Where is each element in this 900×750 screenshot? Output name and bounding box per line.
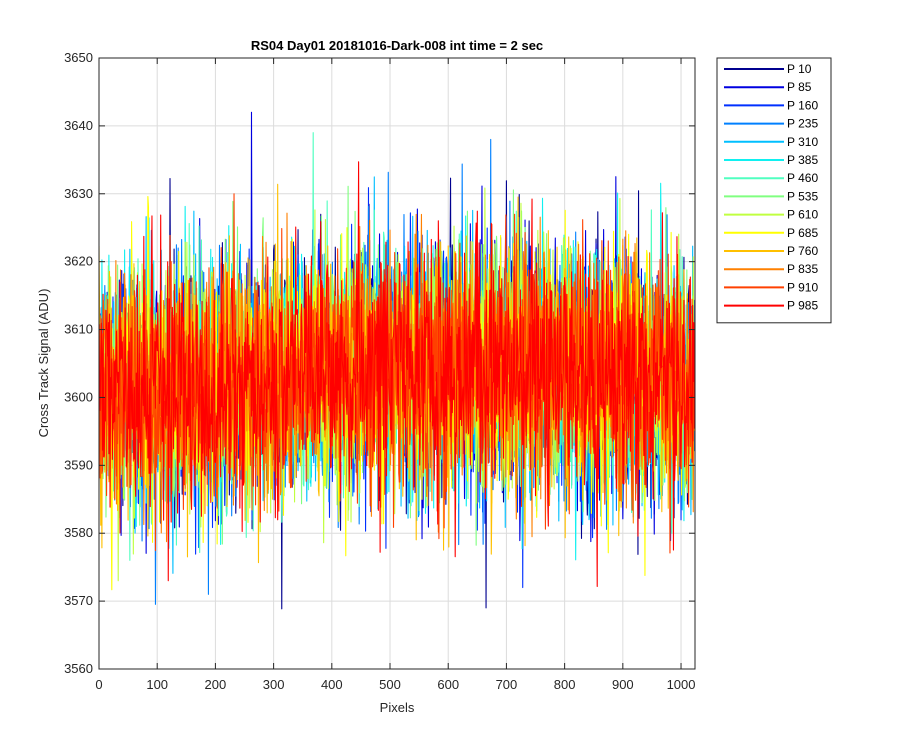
legend-label: P 910: [787, 280, 818, 294]
legend-label: P 685: [787, 226, 818, 240]
legend-label: P 160: [787, 98, 818, 112]
x-tick-label: 300: [263, 677, 285, 692]
series-line: [99, 161, 695, 588]
chart-title: RS04 Day01 20181016-Dark-008 int time = …: [251, 38, 543, 53]
x-tick-label: 900: [612, 677, 634, 692]
x-tick-label: 400: [321, 677, 343, 692]
legend-label: P 985: [787, 299, 818, 313]
x-tick-label: 0: [95, 677, 102, 692]
plot-frame: [98, 57, 696, 670]
ticks: 0 100 200 300 400 500 600 700 800 900 1000 3560 3570…: [64, 50, 695, 692]
legend-label: P 10: [787, 62, 812, 76]
x-tick-label: 600: [437, 677, 459, 692]
y-tick-label: 3580: [64, 525, 93, 540]
legend-label: P 385: [787, 153, 818, 167]
x-tick-label: 800: [554, 677, 576, 692]
legend-label: P 235: [787, 117, 818, 131]
legend-label: P 760: [787, 244, 818, 258]
legend-label: P 460: [787, 171, 818, 185]
x-tick-label: 500: [379, 677, 401, 692]
x-axis-label: Pixels: [380, 700, 415, 715]
legend-label: P 310: [787, 135, 818, 149]
legend-label: P 835: [787, 262, 818, 276]
y-tick-label: 3650: [64, 50, 93, 65]
x-tick-label: 1000: [667, 677, 696, 692]
y-tick-label: 3600: [64, 389, 93, 404]
legend-box: [716, 57, 832, 324]
y-tick-label: 3560: [64, 661, 93, 676]
y-tick-label: 3640: [64, 118, 93, 133]
legend-label: P 535: [787, 189, 818, 203]
legend-label: P 610: [787, 208, 818, 222]
legend-label: P 85: [787, 80, 812, 94]
y-tick-label: 3620: [64, 254, 93, 269]
y-tick-label: 3570: [64, 593, 93, 608]
y-axis-label: Cross Track Signal (ADU): [36, 289, 51, 438]
x-tick-label: 200: [205, 677, 227, 692]
y-tick-label: 3610: [64, 322, 93, 337]
y-tick-label: 3590: [64, 457, 93, 472]
y-tick-label: 3630: [64, 186, 93, 201]
series-layer: [99, 111, 695, 610]
x-tick-label: 700: [496, 677, 518, 692]
series-line: [99, 193, 695, 554]
legend: P 10 P 85 P 160 P 235 P 310 P 385 P 460 P 535 P …: [716, 57, 832, 324]
x-tick-label: 100: [146, 677, 168, 692]
